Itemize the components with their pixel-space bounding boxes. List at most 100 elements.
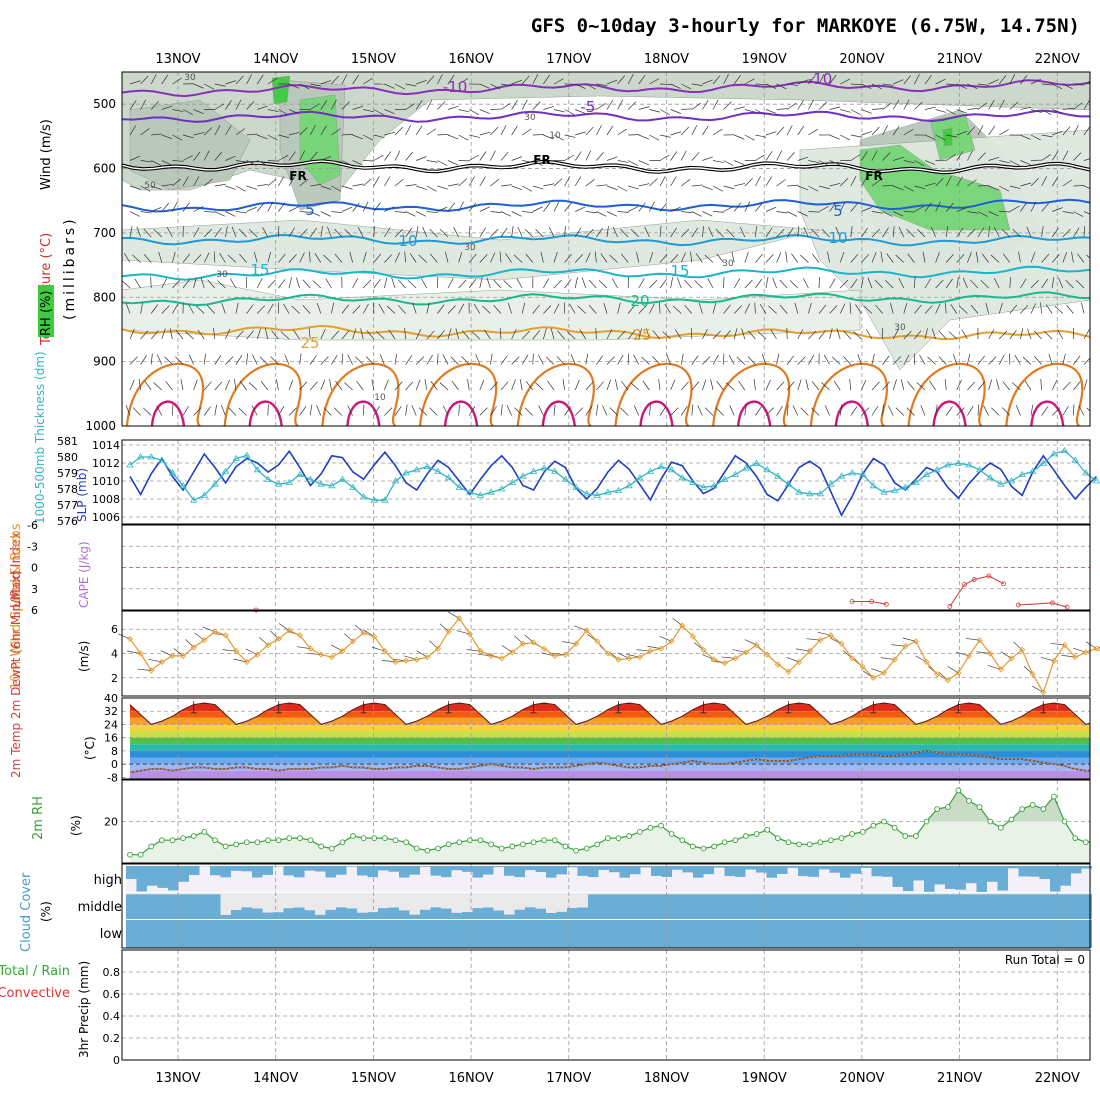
- cloud-low-cell: [725, 920, 736, 948]
- cloud-high-cell: [872, 866, 883, 876]
- wind-barb: [165, 357, 173, 365]
- wind-barb: [539, 406, 544, 416]
- cloud-low-cell: [924, 920, 935, 948]
- wind-barb: [157, 355, 162, 365]
- wind-barb: [395, 212, 406, 213]
- wind-barb: [326, 279, 332, 288]
- wind-barb: [851, 135, 862, 137]
- cloud-low-cell: [620, 920, 631, 948]
- wind-barb: [252, 355, 257, 365]
- wind-barb: [698, 406, 703, 416]
- cloud-low-cell: [767, 920, 778, 948]
- wind-barb: [342, 186, 353, 189]
- cloud-low-cell: [599, 920, 610, 948]
- wind-barb: [141, 355, 147, 364]
- wind-barb: [278, 279, 285, 288]
- cloud-middle-cell: [777, 894, 788, 919]
- wind-barb: [522, 355, 528, 364]
- rh2m-marker: [234, 842, 239, 847]
- wind-barb: [801, 408, 809, 416]
- wind-barb: [384, 176, 390, 186]
- cloud-middle-cell: [378, 908, 389, 919]
- wind-barb: [143, 408, 151, 416]
- wind-barb: [755, 254, 762, 262]
- lifted-index-line: [852, 602, 886, 605]
- wind-barb: [939, 356, 946, 364]
- wind-barb: [652, 356, 660, 364]
- wind-barb: [247, 186, 257, 189]
- cloud-middle-cell: [704, 894, 715, 919]
- lifted-index-line: [950, 576, 1004, 607]
- wind-barb: [596, 212, 606, 217]
- cloud-high-cell: [147, 866, 158, 886]
- cloud-middle-cell: [620, 894, 631, 919]
- cloud-low-cell: [210, 920, 221, 948]
- cloud-low-cell: [504, 920, 515, 948]
- rh2m-marker: [903, 834, 908, 839]
- wind-barb: [793, 406, 798, 416]
- wind-barb: [480, 151, 486, 160]
- cloud-middle-cell: [1040, 894, 1051, 919]
- cloud-level-label: middle: [78, 900, 122, 915]
- wind-barb: [490, 354, 492, 365]
- cloud-low-cell: [956, 920, 967, 948]
- wind-barb: [925, 107, 936, 109]
- rh2m-marker: [255, 840, 260, 845]
- cloud-high-cell: [861, 866, 872, 868]
- temperature-band: [122, 738, 1090, 745]
- wind-barb: [692, 356, 699, 365]
- cloud-low-cell: [1071, 920, 1082, 948]
- rh2m-marker: [967, 798, 972, 803]
- cloud-high-cell: [998, 866, 1009, 891]
- cloud-high-cell: [410, 866, 421, 875]
- wind-barb: [260, 357, 268, 365]
- wind-barb: [374, 203, 381, 212]
- rh2m-marker: [351, 834, 356, 839]
- wind-barb: [660, 135, 671, 137]
- wind-barb: [249, 383, 257, 390]
- wind-barb: [331, 355, 337, 364]
- precip-tick-label: 0.6: [103, 988, 121, 1001]
- date-label-bottom: 19NOV: [742, 1071, 787, 1086]
- cloud-high-cell: [326, 866, 337, 878]
- cloud-middle-cell: [630, 894, 641, 919]
- cloud-low-cell: [200, 920, 211, 948]
- cloud-middle-cell: [179, 894, 190, 919]
- wind-barb: [546, 357, 554, 365]
- temp-tick-label: 8: [111, 745, 118, 758]
- wind-barb: [602, 405, 607, 415]
- cloud-middle-cell: [840, 894, 851, 919]
- rh2m-marker: [244, 840, 249, 845]
- wind-barb: [421, 279, 427, 288]
- wind-barb: [543, 106, 554, 109]
- lifted-index-line: [1018, 603, 1067, 607]
- temperature-band: [122, 698, 1090, 705]
- temp-tick-label: 16: [104, 732, 118, 745]
- temp-tick-label: 24: [104, 718, 118, 731]
- cloud-middle-cell: [861, 894, 872, 919]
- cloud-middle-cell: [735, 894, 746, 919]
- wind-barb: [851, 110, 861, 115]
- cloud-low-cell: [1029, 920, 1040, 948]
- cloud-low-cell: [326, 920, 337, 948]
- wind-barb: [702, 126, 708, 135]
- wind-barb: [236, 212, 247, 213]
- wind-barb: [215, 355, 221, 364]
- wind-barb: [1015, 355, 1021, 364]
- cloud-middle-cell: [168, 894, 179, 919]
- cloud-middle-cell: [347, 909, 358, 919]
- cloud-middle-cell: [830, 894, 841, 919]
- date-label-bottom: 13NOV: [155, 1071, 200, 1086]
- isotherm-30-loop: [518, 364, 594, 426]
- wind-barb: [1025, 381, 1031, 390]
- cloud-high-bg: [420, 866, 431, 892]
- cloud-low-cell: [399, 920, 410, 948]
- wind-barb: [639, 107, 650, 110]
- cloud-middle-cell: [956, 894, 967, 919]
- wind-barb: [145, 381, 151, 390]
- cloud-middle-cell: [231, 910, 242, 919]
- rh-contour-label: 30: [216, 270, 228, 280]
- cloud-high-cell: [315, 866, 326, 872]
